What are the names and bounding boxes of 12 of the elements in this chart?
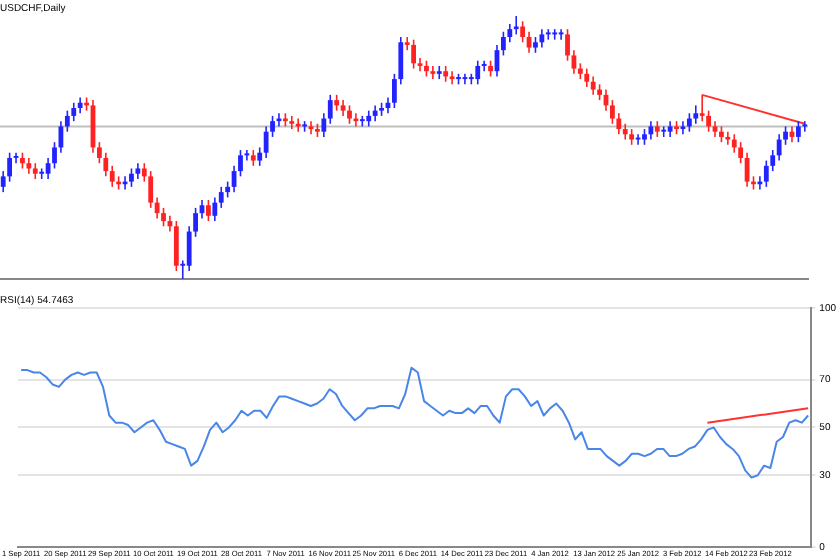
candlestick (308, 121, 314, 135)
candlestick (558, 29, 564, 40)
candlestick (661, 126, 667, 137)
candlestick (430, 65, 436, 80)
candlestick (289, 115, 295, 130)
candlestick (725, 131, 731, 145)
candlestick (693, 105, 699, 124)
candlestick (449, 71, 455, 85)
candlestick (436, 65, 442, 80)
candlestick (552, 29, 558, 40)
candlestick (545, 29, 551, 40)
candlestick (680, 121, 686, 135)
